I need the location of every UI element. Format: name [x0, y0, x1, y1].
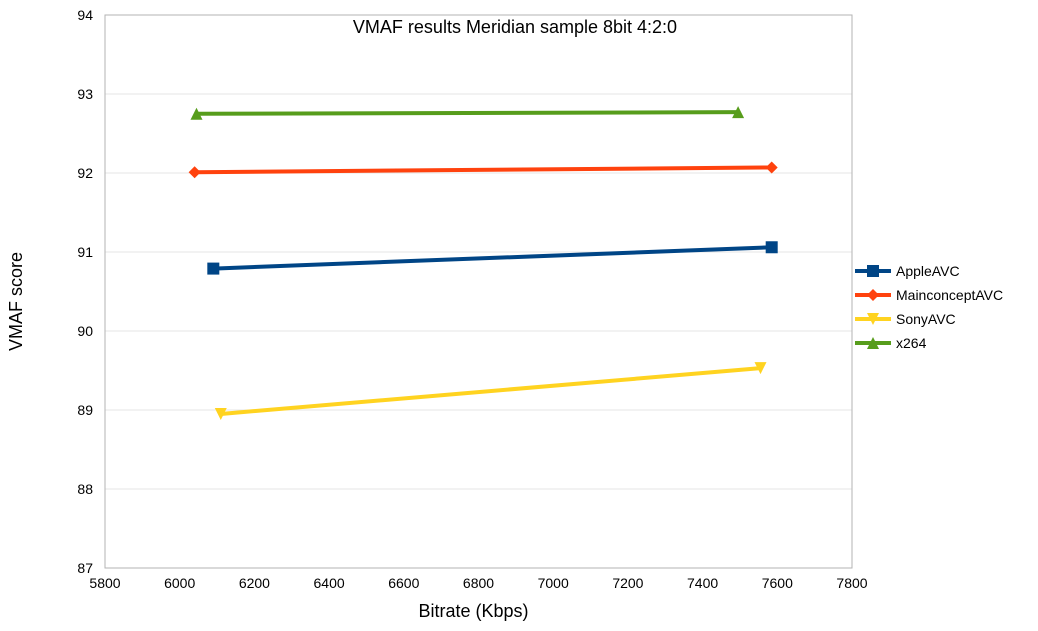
x-axis-title: Bitrate (Kbps)	[418, 601, 528, 621]
data-point-sonyavc	[754, 362, 767, 375]
legend-swatch-marker	[867, 337, 879, 349]
series-x264	[190, 106, 745, 120]
legend-label: AppleAVC	[896, 263, 960, 279]
x-tick-label: 6200	[239, 575, 270, 591]
y-tick-label: 92	[77, 165, 93, 181]
legend-item-x264: x264	[855, 335, 927, 351]
y-tick-label: 89	[77, 402, 93, 418]
data-point-appleavc	[207, 262, 220, 275]
legend-swatch-marker	[867, 313, 879, 325]
x-tick-label: 6000	[164, 575, 195, 591]
series-line-sonyavc	[220, 366, 761, 416]
data-series	[188, 106, 778, 420]
series-line-x264	[196, 110, 739, 116]
series-line-mainconceptavc	[194, 165, 772, 175]
legend: AppleAVC MainconceptAVC SonyAVC x264	[855, 263, 1003, 351]
x-tick-label: 6800	[463, 575, 494, 591]
grid-lines	[105, 93, 852, 490]
data-point-appleavc	[765, 241, 778, 254]
series-line-appleavc	[213, 245, 772, 271]
legend-item-mainconceptavc: MainconceptAVC	[855, 287, 1003, 303]
series-mainconceptavc	[188, 161, 778, 179]
x-tick-label: 5800	[89, 575, 120, 591]
data-point-mainconceptavc	[765, 161, 778, 174]
data-point-x264	[190, 107, 203, 120]
data-point-x264	[732, 106, 745, 119]
y-tick-label: 87	[77, 560, 93, 576]
plot-area-frame	[104, 14, 853, 569]
y-axis-title: VMAF score	[6, 252, 26, 351]
y-tick-label: 93	[77, 86, 93, 102]
x-tick-label: 7400	[687, 575, 718, 591]
legend-item-appleavc: AppleAVC	[855, 263, 960, 279]
y-tick-label: 91	[77, 244, 93, 260]
legend-swatch-marker	[867, 265, 879, 277]
legend-item-sonyavc: SonyAVC	[855, 311, 956, 327]
x-tick-label: 6400	[314, 575, 345, 591]
x-axis-ticks: 5800 6000 6200 6400 6600 6800 7000 7200 7400 7600…	[89, 575, 867, 591]
series-sonyavc	[214, 362, 767, 420]
y-tick-label: 94	[77, 7, 93, 23]
y-tick-label: 90	[77, 323, 93, 339]
x-tick-label: 7200	[612, 575, 643, 591]
legend-swatch-marker	[867, 289, 879, 301]
y-tick-label: 88	[77, 481, 93, 497]
legend-label: x264	[896, 335, 927, 351]
x-tick-label: 7000	[538, 575, 569, 591]
legend-label: MainconceptAVC	[896, 287, 1003, 303]
y-axis-ticks: 87 88 89 90 91 92 93 94	[77, 7, 93, 576]
series-appleavc	[207, 241, 778, 275]
legend-label: SonyAVC	[896, 311, 956, 327]
x-tick-label: 6600	[388, 575, 419, 591]
x-tick-label: 7600	[762, 575, 793, 591]
data-point-sonyavc	[214, 407, 227, 420]
x-tick-label: 7800	[836, 575, 867, 591]
chart-title: VMAF results Meridian sample 8bit 4:2:0	[353, 17, 677, 37]
data-point-mainconceptavc	[188, 166, 201, 179]
